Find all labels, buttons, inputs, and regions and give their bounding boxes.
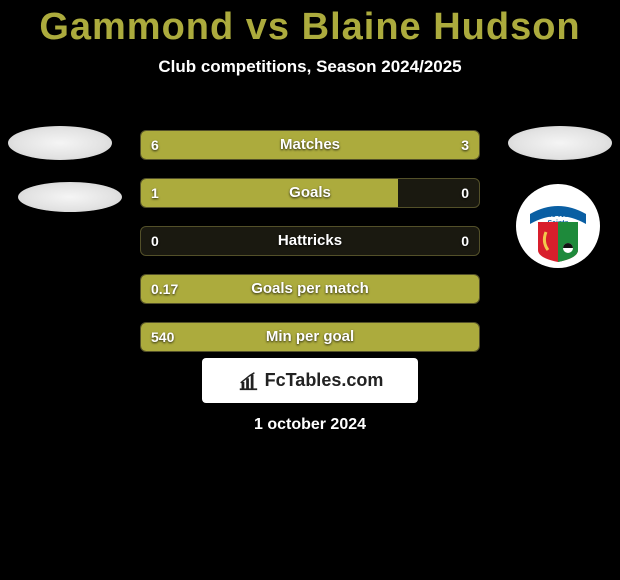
stat-row-hattricks: Hattricks0 0	[140, 226, 480, 256]
stat-value-left: 540	[151, 323, 174, 351]
stat-row-goals: Goals1 0	[140, 178, 480, 208]
stat-value-left: 0	[151, 227, 159, 255]
stats-table: Matches63Goals10Hattricks00Goals per mat…	[140, 130, 480, 370]
subtitle: Club competitions, Season 2024/2025	[0, 57, 620, 77]
stat-label: Matches	[141, 131, 479, 159]
the-new-saints-badge: The New Saints	[516, 184, 600, 268]
stat-label: Goals per match	[141, 275, 479, 303]
player-right-name: Blaine Hudson	[302, 6, 581, 48]
fctables-brand[interactable]: FcTables.com	[202, 358, 418, 403]
stat-value-right: 3	[461, 131, 469, 159]
player-left-club-logo-1	[8, 126, 112, 160]
stat-value-right: 0	[461, 227, 469, 255]
stat-row-goals-per-match: Goals per match0.17	[140, 274, 480, 304]
stat-value-left: 6	[151, 131, 159, 159]
bar-chart-icon	[237, 370, 259, 392]
brand-text: FcTables.com	[265, 370, 384, 391]
stat-label: Goals	[141, 179, 479, 207]
stat-value-left: 0.17	[151, 275, 178, 303]
player-right-club-logo-1	[508, 126, 612, 160]
stat-label: Min per goal	[141, 323, 479, 351]
player-left-club-logo-2	[18, 182, 122, 212]
stat-label: Hattricks	[141, 227, 479, 255]
stat-value-left: 1	[151, 179, 159, 207]
stat-row-matches: Matches6 3	[140, 130, 480, 160]
player-left-name: Gammond	[39, 6, 234, 48]
stat-value-right: 0	[461, 179, 469, 207]
footer-date: 1 october 2024	[0, 416, 620, 434]
stat-row-min-per-goal: Min per goal540	[140, 322, 480, 352]
vs-text: vs	[234, 6, 301, 48]
comparison-title: Gammond vs Blaine Hudson	[0, 6, 620, 49]
badge-text: The New	[542, 210, 576, 219]
